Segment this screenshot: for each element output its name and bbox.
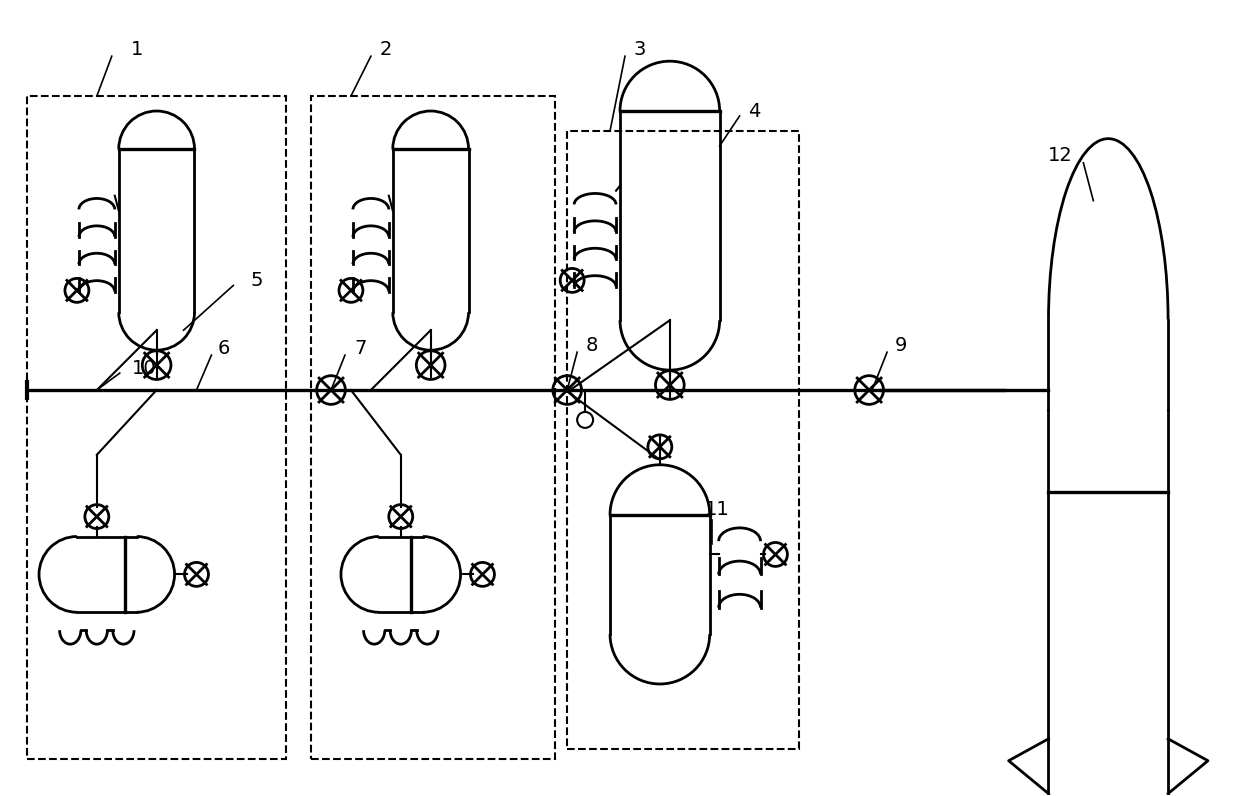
Text: 5: 5 [250,271,263,290]
Text: 9: 9 [895,336,908,355]
Text: 4: 4 [749,102,760,120]
Bar [567,131,800,749]
Text: 8: 8 [587,336,598,355]
Text: 2: 2 [379,40,392,59]
Text: 10: 10 [133,359,157,377]
Bar [27,96,286,759]
Text: 3: 3 [634,40,646,59]
Text: 7: 7 [355,338,367,357]
Text: 12: 12 [1048,146,1073,166]
Text: 11: 11 [706,500,730,519]
Text: 6: 6 [217,338,229,357]
Text: 1: 1 [130,40,143,59]
Bar [311,96,556,759]
